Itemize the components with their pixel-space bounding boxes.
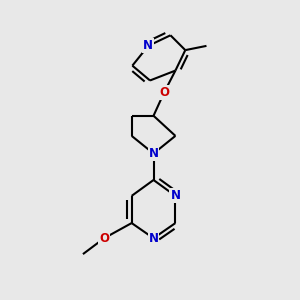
Text: N: N — [143, 39, 153, 52]
Text: O: O — [99, 232, 109, 245]
Text: O: O — [159, 86, 169, 99]
Text: N: N — [148, 147, 158, 160]
Text: N: N — [170, 189, 180, 203]
Text: N: N — [148, 232, 158, 245]
